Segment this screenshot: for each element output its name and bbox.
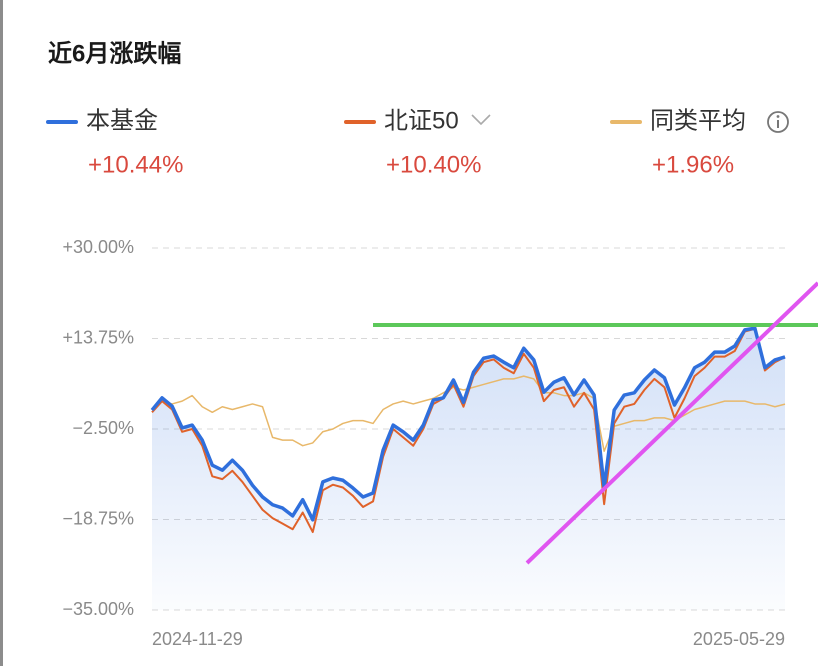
legend-label: 本基金 xyxy=(86,107,158,134)
x-tick-label: 2024-11-29 xyxy=(152,629,243,649)
line xyxy=(150,326,786,522)
left-border xyxy=(0,0,3,666)
x-tick-label: 2025-05-29 xyxy=(693,629,785,649)
chart-title: 近6月涨跌幅 xyxy=(48,40,181,67)
dropdown-icon[interactable] xyxy=(471,114,491,126)
y-tick-label: −35.00% xyxy=(62,599,134,619)
legend-label: 北证50 xyxy=(384,107,459,134)
y-tick-label: +13.75% xyxy=(62,327,134,347)
change-value: +10.40% xyxy=(386,151,481,178)
y-tick-label: −2.50% xyxy=(72,418,134,438)
change-value: +1.96% xyxy=(652,151,734,178)
annotation-line xyxy=(525,281,818,565)
info-icon[interactable] xyxy=(767,111,789,133)
change-value: +10.44% xyxy=(88,151,183,178)
legend-label: 同类平均 xyxy=(650,107,746,134)
area xyxy=(152,328,785,610)
y-tick-label: −18.75% xyxy=(62,508,134,528)
y-tick-label: +30.00% xyxy=(62,237,134,257)
